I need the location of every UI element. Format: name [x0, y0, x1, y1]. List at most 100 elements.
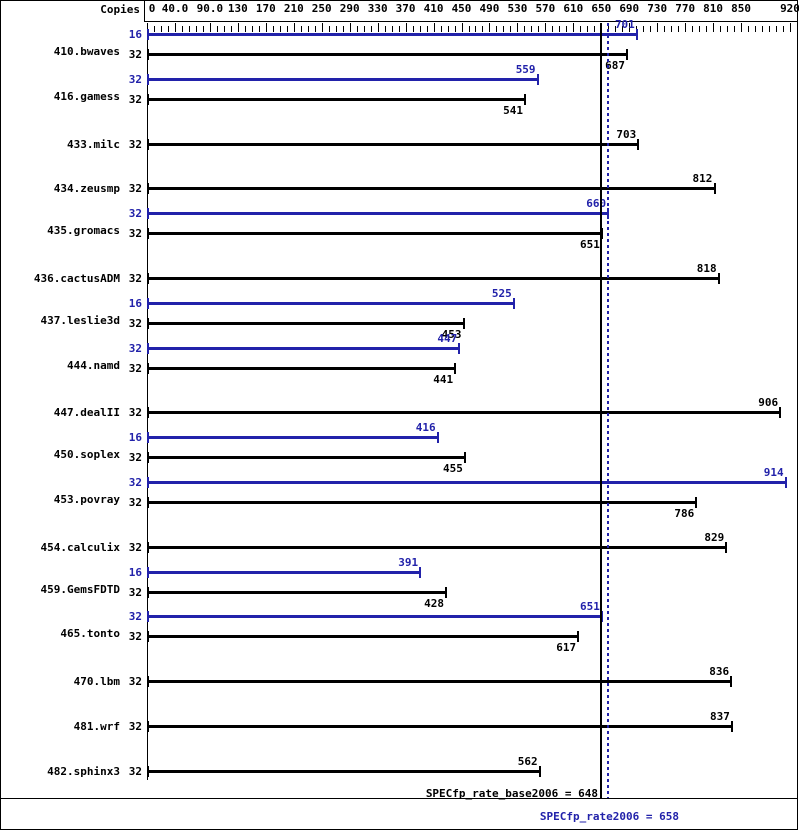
bar-value-label: 836	[709, 665, 730, 679]
benchmark-name: 416.gamess	[53, 89, 120, 103]
x-axis-minor-tick	[524, 26, 526, 32]
x-axis-minor-tick	[692, 26, 694, 32]
x-axis-tick-label: 130	[227, 2, 248, 15]
x-axis-tick-label: 920	[780, 2, 799, 15]
x-axis-minor-tick	[727, 26, 729, 32]
x-axis-minor-tick	[426, 26, 428, 32]
result-bar-peak	[147, 570, 421, 574]
benchmark-name: 481.wrf	[73, 720, 120, 733]
x-axis-minor-tick	[531, 26, 533, 32]
bar-value-label: 660	[586, 197, 607, 211]
x-axis-minor-tick	[216, 26, 218, 32]
bar-end-cap	[637, 138, 640, 150]
x-axis-minor-tick	[650, 26, 652, 32]
x-axis-minor-tick	[755, 26, 757, 32]
bar-value-label: 525	[491, 286, 512, 300]
x-axis-tick-label: 770	[675, 2, 696, 15]
copies-value: 32	[128, 476, 142, 489]
copies-value: 32	[128, 272, 142, 285]
bar-end-cap	[538, 765, 541, 777]
bar-value-label: 617	[556, 641, 577, 655]
bar-end-cap	[512, 297, 515, 309]
x-axis-minor-tick	[671, 26, 673, 32]
result-bar-peak	[147, 436, 438, 440]
x-axis-major-tick	[433, 23, 435, 32]
peak-score-summary: SPECfp_rate2006 = 658	[539, 810, 679, 823]
x-axis-minor-tick	[356, 26, 358, 32]
copies-value: 32	[128, 630, 142, 644]
bar-value-label: 562	[517, 754, 538, 768]
bar-value-label: 559	[515, 62, 536, 76]
x-axis-major-tick	[349, 23, 351, 32]
benchmark-name: 450.soplex	[53, 448, 120, 462]
copies-value: 16	[128, 565, 142, 579]
base-reference-line	[600, 23, 602, 798]
bar-value-label: 829	[704, 530, 725, 544]
copies-value: 16	[128, 28, 142, 41]
x-axis-major-tick	[209, 23, 211, 32]
benchmark-name: 444.namd	[67, 358, 120, 372]
x-axis-minor-tick	[328, 26, 330, 32]
bar-value-label: 837	[709, 710, 730, 723]
result-bar-peak	[147, 346, 460, 350]
benchmark-name: 453.povray	[53, 493, 120, 506]
footer-divider	[1, 798, 797, 799]
x-axis-minor-tick	[314, 26, 316, 32]
bar-end-cap	[730, 721, 733, 732]
x-axis-minor-tick	[279, 26, 281, 32]
x-axis-minor-tick	[398, 26, 400, 32]
x-axis-minor-tick	[734, 26, 736, 32]
x-axis-tick-label: 730	[647, 2, 668, 15]
x-axis-tick-label: 650	[591, 2, 612, 15]
x-axis-minor-tick	[440, 26, 442, 32]
result-bar-base	[147, 590, 447, 594]
bar-value-label: 541	[503, 103, 523, 117]
x-axis-minor-tick	[678, 26, 680, 32]
bar-value-label: 416	[415, 421, 436, 435]
x-axis-minor-tick	[384, 26, 386, 32]
copies-value: 32	[128, 72, 142, 86]
bar-end-cap	[464, 452, 466, 464]
copies-value: 32	[128, 207, 142, 221]
bar-end-cap	[577, 631, 580, 643]
bar-value-label: 701	[614, 18, 635, 31]
bar-end-cap	[445, 586, 448, 598]
bar-value-label: 447	[437, 331, 458, 345]
bar-end-cap	[454, 362, 457, 374]
x-axis-minor-tick	[258, 26, 260, 32]
bar-value-label: 391	[398, 555, 419, 569]
bar-end-cap	[458, 342, 461, 354]
x-axis-major-tick	[174, 23, 176, 32]
result-bar-base	[147, 142, 639, 146]
x-axis-minor-tick	[566, 26, 568, 32]
copies-value: 32	[128, 227, 142, 241]
x-axis-minor-tick	[363, 26, 365, 32]
x-axis-minor-tick	[748, 26, 750, 32]
benchmark-name: 482.sphinx3	[47, 764, 120, 778]
x-axis-tick-label: 610	[563, 2, 584, 15]
x-axis-tick-label: 530	[507, 2, 528, 15]
x-axis-minor-tick	[230, 26, 232, 32]
x-axis-major-tick	[629, 23, 631, 32]
bar-value-label: 703	[616, 127, 637, 141]
x-axis-minor-tick	[482, 26, 484, 32]
result-bar-peak	[147, 212, 609, 216]
copies-column-header: Copies	[100, 3, 140, 16]
x-axis-minor-tick	[286, 26, 288, 32]
bar-end-cap	[730, 676, 733, 688]
copies-value: 16	[128, 296, 142, 310]
x-axis-tick-label: 290	[339, 2, 360, 15]
x-axis-minor-tick	[503, 26, 505, 32]
x-axis-minor-tick	[699, 26, 701, 32]
x-axis-minor-tick	[776, 26, 778, 32]
x-axis-minor-tick	[510, 26, 512, 32]
x-axis-major-tick	[489, 23, 491, 32]
x-axis-major-tick	[461, 23, 463, 32]
x-axis-minor-tick	[538, 26, 540, 32]
result-bar-base	[147, 725, 732, 728]
x-axis-major-tick	[573, 23, 575, 32]
result-bar-peak	[147, 481, 786, 484]
x-axis-minor-tick	[370, 26, 372, 32]
copies-value: 32	[128, 585, 142, 599]
